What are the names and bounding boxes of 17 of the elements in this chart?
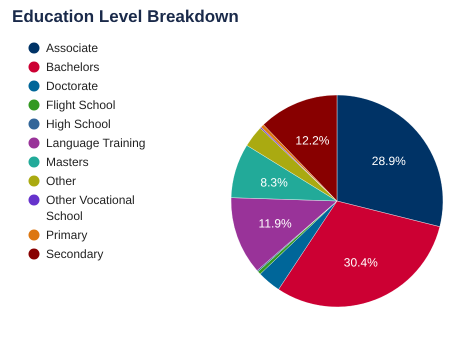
legend-label: Other Vocational School: [46, 193, 135, 223]
legend-label: Secondary: [46, 247, 104, 261]
data-label: 11.9%: [258, 216, 292, 230]
chart-title: Education Level Breakdown: [12, 7, 239, 26]
data-label: 12.2%: [295, 133, 330, 148]
legend-label: Other: [46, 174, 76, 188]
legend-label: Flight School: [46, 98, 116, 112]
legend-label: Bachelors: [46, 60, 100, 74]
legend-label: Masters: [46, 155, 89, 169]
legend-label: Doctorate: [46, 79, 98, 93]
data-label: 28.9%: [372, 154, 406, 168]
legend-label: Language Training: [46, 136, 146, 150]
legend-label: Primary: [46, 228, 88, 242]
legend-label: High School: [46, 117, 111, 131]
legend-label: Associate: [46, 41, 98, 55]
data-label: 8.3%: [260, 175, 288, 190]
data-label: 30.4%: [344, 255, 378, 270]
